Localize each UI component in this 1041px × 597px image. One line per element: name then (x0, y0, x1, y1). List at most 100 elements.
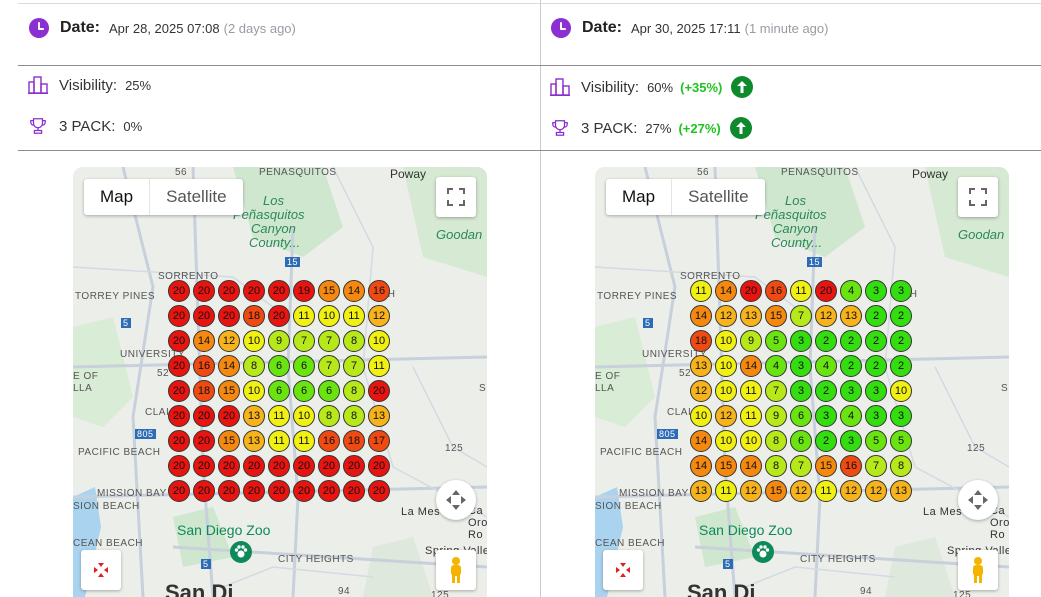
rank-pin[interactable]: 20 (218, 480, 240, 502)
rank-pin[interactable]: 13 (368, 405, 390, 427)
rank-pin[interactable]: 20 (268, 455, 290, 477)
rank-pin[interactable]: 7 (865, 455, 887, 477)
rank-pin[interactable]: 15 (815, 455, 837, 477)
rank-pin[interactable]: 4 (815, 355, 837, 377)
rank-pin[interactable]: 13 (740, 305, 762, 327)
rank-pin[interactable]: 18 (193, 380, 215, 402)
rank-pin[interactable]: 11 (293, 430, 315, 452)
rank-pin[interactable]: 20 (243, 480, 265, 502)
rank-pin[interactable]: 3 (865, 280, 887, 302)
rank-pin[interactable]: 15 (318, 280, 340, 302)
rank-pin[interactable]: 16 (368, 280, 390, 302)
rank-pin[interactable]: 18 (243, 305, 265, 327)
rank-pin[interactable]: 15 (765, 480, 787, 502)
rank-pin[interactable]: 3 (865, 380, 887, 402)
rank-pin[interactable]: 20 (193, 480, 215, 502)
rank-pin[interactable]: 20 (168, 455, 190, 477)
rank-pin[interactable]: 2 (890, 305, 912, 327)
rank-pin[interactable]: 3 (790, 355, 812, 377)
rank-pin[interactable]: 20 (368, 455, 390, 477)
rank-pin[interactable]: 6 (293, 380, 315, 402)
rank-pin[interactable]: 12 (690, 380, 712, 402)
rank-pin[interactable]: 6 (318, 380, 340, 402)
rank-pin[interactable]: 5 (890, 430, 912, 452)
fullscreen-button[interactable] (436, 177, 476, 217)
rank-pin[interactable]: 7 (293, 330, 315, 352)
rank-pin[interactable]: 11 (268, 405, 290, 427)
rank-pin[interactable]: 20 (268, 280, 290, 302)
rank-pin[interactable]: 16 (840, 455, 862, 477)
rank-pin[interactable]: 7 (790, 305, 812, 327)
rank-pin[interactable]: 5 (765, 330, 787, 352)
rank-pin[interactable]: 15 (765, 305, 787, 327)
rank-pin[interactable]: 20 (168, 330, 190, 352)
rank-pin[interactable]: 8 (318, 405, 340, 427)
rank-pin[interactable]: 7 (790, 455, 812, 477)
rank-pin[interactable]: 15 (218, 380, 240, 402)
rank-pin[interactable]: 16 (765, 280, 787, 302)
rank-pin[interactable]: 20 (268, 480, 290, 502)
rank-pin[interactable]: 8 (765, 430, 787, 452)
rank-pin[interactable]: 20 (193, 455, 215, 477)
rank-pin[interactable]: 16 (193, 355, 215, 377)
rank-pin[interactable]: 15 (218, 430, 240, 452)
rank-pin[interactable]: 12 (715, 405, 737, 427)
rank-pin[interactable]: 14 (193, 330, 215, 352)
rank-pin[interactable]: 20 (293, 455, 315, 477)
rank-pin[interactable]: 20 (193, 430, 215, 452)
rank-pin[interactable]: 4 (765, 355, 787, 377)
recenter-button[interactable] (81, 550, 121, 590)
rank-pin[interactable]: 20 (368, 480, 390, 502)
rank-pin[interactable]: 10 (293, 405, 315, 427)
rank-pin[interactable]: 20 (218, 405, 240, 427)
rank-pin[interactable]: 20 (193, 405, 215, 427)
rank-pin[interactable]: 13 (243, 405, 265, 427)
rank-pin[interactable]: 2 (815, 430, 837, 452)
rank-pin[interactable]: 18 (343, 430, 365, 452)
rank-pin[interactable]: 3 (890, 280, 912, 302)
rank-pin[interactable]: 2 (840, 330, 862, 352)
rank-pin[interactable]: 20 (243, 455, 265, 477)
rank-pin[interactable]: 20 (318, 480, 340, 502)
rank-pin[interactable]: 14 (343, 280, 365, 302)
rank-pin[interactable]: 7 (343, 355, 365, 377)
rank-pin[interactable]: 10 (368, 330, 390, 352)
rank-pin[interactable]: 20 (193, 280, 215, 302)
rank-pin[interactable]: 14 (740, 355, 762, 377)
rank-pin[interactable]: 3 (840, 430, 862, 452)
rank-pin[interactable]: 11 (740, 405, 762, 427)
rank-pin[interactable]: 20 (168, 280, 190, 302)
rank-pin[interactable]: 3 (840, 380, 862, 402)
rank-pin[interactable]: 8 (343, 380, 365, 402)
rank-pin[interactable]: 10 (690, 405, 712, 427)
rank-pin[interactable]: 2 (840, 355, 862, 377)
rank-pin[interactable]: 2 (815, 380, 837, 402)
rank-pin[interactable]: 10 (243, 380, 265, 402)
rank-pin[interactable]: 13 (690, 480, 712, 502)
rank-pin[interactable]: 20 (218, 305, 240, 327)
rank-pin[interactable]: 2 (865, 355, 887, 377)
left-map[interactable]: 56 PEÑASQUITOS Poway Los Peñasquitos Can… (73, 167, 487, 597)
rank-pin[interactable]: 10 (318, 305, 340, 327)
rank-pin[interactable]: 7 (765, 380, 787, 402)
rank-pin[interactable]: 2 (890, 355, 912, 377)
rank-pin[interactable]: 10 (890, 380, 912, 402)
rank-pin[interactable]: 14 (218, 355, 240, 377)
rank-pin[interactable]: 12 (865, 480, 887, 502)
rank-pin[interactable]: 11 (343, 305, 365, 327)
rank-pin[interactable]: 12 (715, 305, 737, 327)
right-map[interactable]: 56 PEÑASQUITOS Poway Los Peñasquitos Can… (595, 167, 1009, 597)
rank-pin[interactable]: 9 (268, 330, 290, 352)
rank-pin[interactable]: 14 (690, 305, 712, 327)
rank-pin[interactable]: 9 (765, 405, 787, 427)
rank-pin[interactable]: 8 (243, 355, 265, 377)
map-type-satellite-button[interactable]: Satellite (688, 187, 749, 206)
rank-pin[interactable]: 14 (690, 430, 712, 452)
rank-pin[interactable]: 11 (740, 380, 762, 402)
map-type-map-button[interactable]: Map (606, 179, 673, 215)
rank-pin[interactable]: 20 (815, 280, 837, 302)
rank-pin[interactable]: 11 (790, 280, 812, 302)
rank-pin[interactable]: 14 (740, 455, 762, 477)
rank-pin[interactable]: 20 (343, 455, 365, 477)
street-view-pegman[interactable] (436, 550, 476, 590)
